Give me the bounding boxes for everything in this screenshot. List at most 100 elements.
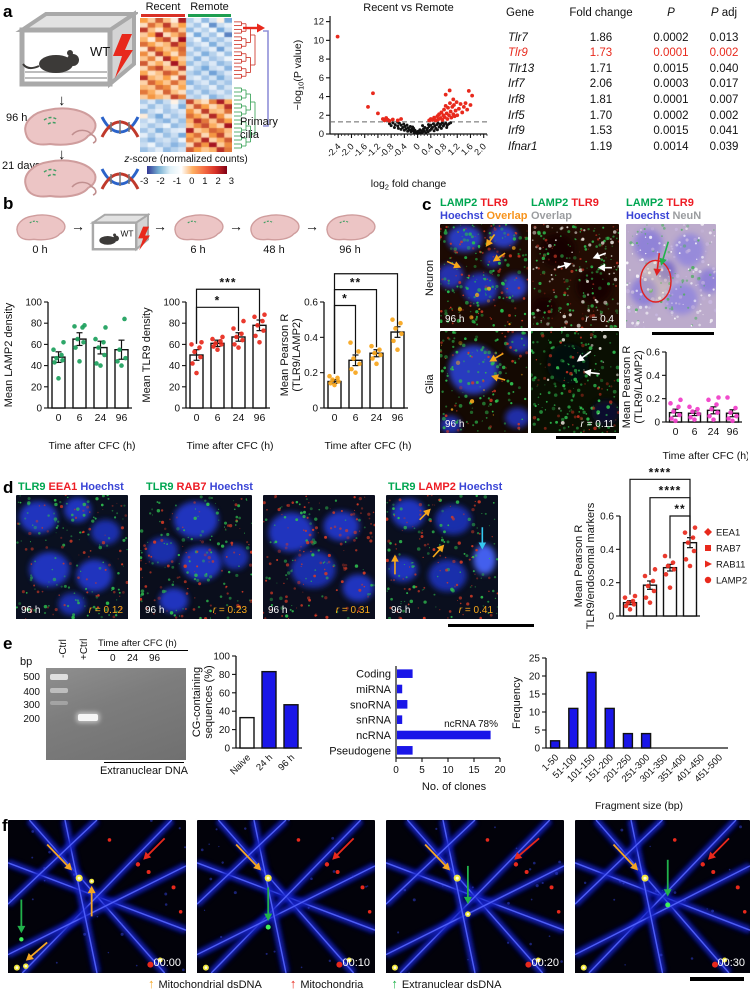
time-label: 96 h	[21, 605, 40, 616]
svg-text:*: *	[215, 293, 221, 307]
table-cell: Irf8	[508, 93, 525, 106]
table-header: Fold change	[569, 7, 633, 19]
table-cell: 0.007	[709, 93, 739, 106]
heatmap-group-remote: Remote	[190, 1, 229, 13]
svg-text:Time after CFC (h): Time after CFC (h)	[186, 440, 273, 452]
channel-label: RAB7	[173, 481, 207, 493]
right-arrow-icon: →	[71, 218, 85, 234]
svg-text:Recent vs Remote: Recent vs Remote	[363, 2, 453, 14]
svg-text:0: 0	[36, 404, 42, 415]
svg-text:0: 0	[224, 744, 230, 755]
timeline-brain-0h: 0 h	[12, 210, 68, 256]
channel-label: Hoechst	[206, 481, 253, 493]
table-header: Gene	[506, 7, 535, 19]
tlr9-eea1-image: 96 h r = 0.12	[16, 495, 128, 624]
down-arrow-icon: ↓	[58, 92, 66, 109]
timeline-brain-96h: 96 h	[322, 210, 378, 256]
heatmap-group-recent: Recent	[145, 1, 181, 13]
svg-text:Fragment size (bp): Fragment size (bp)	[595, 800, 683, 812]
svg-text:15: 15	[529, 690, 541, 701]
channel-label: Hoechst	[77, 481, 124, 493]
legend-label: Mitochondria	[300, 979, 364, 991]
brain-icon	[326, 214, 376, 241]
glia-overlap-image: 96 h	[440, 331, 528, 438]
svg-text:Time after CFC (h): Time after CFC (h)	[662, 450, 748, 462]
table-cell: 0.0001	[653, 47, 689, 60]
table-cell: 1.53	[589, 125, 613, 138]
table-cell: 0.0014	[653, 140, 689, 153]
svg-text:ncRNA 78%: ncRNA 78%	[444, 719, 498, 730]
row-label-neuron: Neuron	[424, 259, 436, 297]
cfc-timeline: 0 h → WT → 6 h → 48 h → 96 h	[12, 202, 422, 264]
table-cell: 0.017	[709, 78, 739, 91]
timelapse-frame-3: 00:20	[386, 820, 564, 978]
svg-text:****: ****	[659, 484, 682, 498]
timelapse-frame-4: 00:30	[575, 820, 750, 978]
table-cell: 1.19	[589, 140, 613, 153]
table-cell: 0.0002	[653, 109, 689, 122]
scale-bar	[556, 436, 616, 439]
tlr9-rab11-image: 96 h r = 0.31	[263, 495, 375, 624]
svg-text:25: 25	[529, 654, 541, 665]
svg-text:log2 fold change: log2 fold change	[371, 178, 447, 192]
glia-pearson-chart: 0 0.2 0.4 0.6 0 6 24 96 Time after CFC (h) Mean P…	[620, 342, 750, 469]
svg-text:20: 20	[31, 382, 43, 393]
neuron-overlap-image: 96 h	[440, 224, 528, 333]
table-cell: 1.81	[589, 93, 613, 106]
mouse-cage-icon: WT	[89, 212, 150, 252]
timestamp: 00:20	[531, 957, 559, 969]
table-cell: Ifnar1	[508, 140, 538, 153]
svg-text:0: 0	[319, 129, 324, 140]
table-cell: 0.0015	[653, 62, 689, 75]
svg-text:0: 0	[608, 612, 614, 623]
tlr9-density-chart: 0 20 40 60 80 100 0 6 24 96 Time after CFC (h) Mean…	[140, 268, 276, 459]
gel-time-header: Time after CFC (h)	[98, 638, 188, 651]
svg-text:60: 60	[169, 340, 181, 351]
svg-text:0: 0	[534, 744, 540, 755]
svg-text:sequences (%): sequences (%)	[203, 665, 215, 738]
pearson-r-chart: 0 0.2 0.4 0.6 0 6 24 96 Time after CFC (h) Mean P…	[278, 260, 414, 459]
svg-text:0.2: 0.2	[646, 394, 660, 405]
channel-label: TLR9	[388, 481, 416, 493]
clone-types-chart: Coding miRNA snoRNA snRNA ncRNA Pseudogene 0 5 1…	[329, 660, 508, 799]
svg-text:0: 0	[56, 412, 62, 424]
channel-label: LAMP2	[440, 197, 478, 209]
svg-text:-0.4: -0.4	[391, 141, 409, 159]
channel-label: TLR9	[18, 481, 46, 493]
table-cell: 0.0001	[653, 93, 689, 106]
right-arrow-icon: →	[229, 218, 243, 234]
pearson-r-label: r = 0.12	[89, 605, 124, 616]
channel-label: NeuN	[669, 210, 702, 223]
channel-label: LAMP2	[626, 197, 664, 209]
primary-cilia-note: Primary cilia	[240, 116, 278, 141]
table-cell: 2.06	[589, 78, 613, 91]
brain-icon	[24, 107, 97, 146]
neun-image	[626, 224, 716, 333]
svg-text:0: 0	[332, 412, 338, 424]
svg-text:snRNA: snRNA	[356, 715, 392, 727]
pearson-r-label: r = 0.41	[459, 605, 494, 616]
svg-text:6: 6	[353, 412, 359, 424]
volcano-plot: Recent vs Remote 0 2 4 6 8 10 12 -2.4 -2.0 -1.6 -1.…	[290, 0, 495, 197]
lane-neg-ctrl: -Ctrl	[58, 639, 69, 659]
table-cell: 0.0015	[653, 125, 689, 138]
svg-text:Mean Pearson R: Mean Pearson R	[279, 314, 291, 397]
table-cell: 0.002	[709, 109, 739, 122]
channel-label: TLR9	[568, 197, 599, 209]
svg-text:80: 80	[169, 319, 181, 330]
svg-text:10: 10	[442, 765, 454, 776]
svg-text:miRNA: miRNA	[356, 684, 391, 696]
gel-time-0: 0	[110, 653, 116, 664]
svg-text:12: 12	[313, 17, 324, 28]
svg-text:6: 6	[319, 73, 324, 84]
panel-a-label: a	[3, 2, 13, 21]
svg-text:24: 24	[371, 412, 383, 424]
c-header-1: LAMP2 TLR9 Hoechst Overlap	[440, 197, 527, 223]
cluster-arrow-icon	[243, 23, 265, 33]
table-cell: 1.70	[589, 109, 613, 122]
svg-text:**: **	[350, 276, 361, 290]
svg-text:40: 40	[219, 707, 231, 718]
svg-text:2: 2	[319, 110, 324, 121]
svg-text:0.2: 0.2	[600, 578, 614, 589]
table-cell: 0.013	[709, 31, 739, 44]
